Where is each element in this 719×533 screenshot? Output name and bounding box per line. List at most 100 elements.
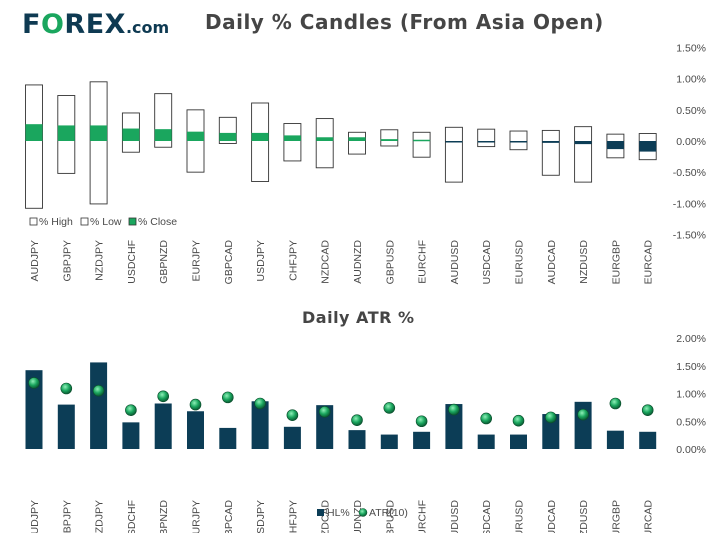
candle-close-bar	[283, 135, 301, 141]
x-tick-label: AUDNZD	[352, 240, 364, 284]
x-tick-label: NZDUSD	[578, 500, 590, 533]
candle-range	[25, 84, 43, 209]
candle-close-bar	[57, 125, 75, 141]
atr-point	[448, 403, 460, 416]
logo-f: F	[22, 9, 41, 40]
candles-chart-title: Daily % Candles (From Asia Open)	[205, 10, 604, 34]
y-tick-label: 2.00%	[676, 333, 706, 345]
candle-range	[251, 102, 270, 182]
legend-swatch	[128, 217, 137, 226]
x-tick-label: AUDUSD	[449, 240, 461, 285]
atr-chart-title: Daily ATR %	[302, 308, 415, 327]
x-tick-label: GBPNZD	[158, 240, 170, 284]
logo-rex: REX	[64, 9, 126, 40]
x-tick-label: AUDNZD	[352, 500, 364, 533]
hl-bar	[348, 430, 366, 449]
legend-label: % Low	[90, 216, 122, 228]
logo-suffix: .com	[125, 18, 170, 37]
atr-point	[286, 409, 299, 421]
atr-point	[544, 411, 557, 424]
y-tick-label: 1.50%	[676, 361, 706, 373]
atr-point	[641, 404, 654, 416]
atr-point	[480, 412, 493, 425]
atr-point	[609, 397, 622, 410]
x-tick-label: AUDCAD	[546, 240, 558, 285]
x-tick-label: CHFJPY	[287, 500, 299, 533]
candle-range	[283, 123, 302, 162]
hl-bar	[477, 434, 495, 449]
x-tick-label: NZDJPY	[94, 500, 106, 533]
forex-logo: FOREX.com	[22, 8, 169, 45]
x-tick-label: NZDCAD	[320, 240, 332, 284]
x-tick-label: EURCHF	[417, 500, 429, 533]
candle-close-bar	[90, 125, 108, 141]
candle-close-bar	[574, 141, 592, 145]
y-tick-label: 1.00%	[676, 389, 706, 401]
x-tick-label: AUDJPY	[29, 240, 41, 281]
x-tick-label: EURCAD	[643, 240, 655, 285]
atr-point	[28, 377, 40, 389]
atr-point	[383, 402, 396, 414]
candle-close-bar	[122, 128, 140, 141]
hl-bar	[380, 434, 398, 449]
atr-point	[222, 391, 234, 404]
x-tick-label: GBPJPY	[61, 500, 73, 533]
hl-bar	[316, 405, 334, 449]
x-tick-label: CHFJPY	[287, 240, 299, 281]
candles-chart: 1.50% 1.00% 0.50% 0.00% -0.50% -1.00% -1.50% AU…	[25, 43, 706, 285]
x-tick-label: EURUSD	[514, 240, 526, 285]
hl-bar	[57, 404, 75, 449]
candle-range	[89, 81, 108, 205]
atr-point	[254, 397, 266, 410]
hl-bar	[283, 426, 301, 449]
x-tick-label: GBPNZD	[158, 500, 170, 533]
candle-range	[315, 118, 334, 169]
x-tick-label: GBPUSD	[384, 240, 396, 285]
atr-point	[512, 414, 525, 427]
hl-bar	[445, 404, 463, 449]
candle-range	[509, 130, 528, 151]
candle-close-bar	[413, 139, 431, 142]
x-tick-label: AUDJPY	[29, 500, 41, 533]
candle-close-bar	[316, 137, 334, 141]
legend-label: HL%	[327, 507, 350, 519]
x-tick-label: USDCAD	[481, 240, 493, 285]
x-tick-label: EURCAD	[643, 500, 655, 533]
legend-swatch	[358, 508, 368, 517]
x-tick-label: GBPCAD	[223, 500, 235, 533]
y-tick-label: -1.00%	[673, 198, 706, 210]
atr-point	[60, 382, 73, 395]
candle-close-bar	[542, 141, 560, 143]
x-tick-label: USDJPY	[255, 240, 267, 281]
logo-o: O	[40, 9, 65, 40]
x-tick-label: GBPUSD	[384, 500, 396, 533]
legend-label: % Close	[138, 216, 177, 228]
candle-close-bar	[380, 139, 398, 141]
y-tick-label: 0.00%	[676, 136, 706, 148]
x-tick-label: GBPJPY	[61, 240, 73, 281]
legend-swatch	[29, 217, 38, 226]
hl-bar	[606, 430, 624, 449]
legend-label: % High	[39, 216, 73, 228]
atr-point	[415, 415, 428, 428]
candle-close-bar	[251, 132, 269, 141]
y-tick-label: 0.00%	[676, 444, 706, 456]
atr-legend: HL% ATR(10)	[317, 507, 408, 519]
y-tick-label: 0.50%	[676, 416, 706, 428]
legend-label: ATR(10)	[369, 507, 408, 519]
x-tick-label: EURJPY	[191, 240, 203, 281]
x-tick-label: EURCHF	[417, 240, 429, 284]
hl-bar	[187, 411, 204, 449]
atr-point	[577, 408, 589, 421]
hl-bar	[25, 370, 43, 449]
candle-close-bar	[477, 141, 495, 143]
y-tick-label: -0.50%	[673, 167, 706, 179]
candle-range	[380, 129, 399, 147]
atr-point	[92, 384, 105, 397]
candle-close-bar	[510, 141, 527, 143]
candle-close-bar	[219, 132, 237, 141]
x-tick-label: USDJPY	[255, 500, 267, 533]
hl-bar	[90, 362, 108, 449]
